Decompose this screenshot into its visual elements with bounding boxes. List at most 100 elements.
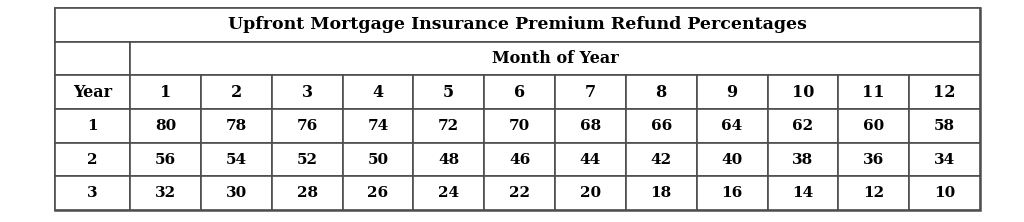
Bar xyxy=(201,109,271,143)
Text: 28: 28 xyxy=(297,186,317,200)
Text: 5: 5 xyxy=(443,84,455,101)
Bar xyxy=(130,109,201,143)
Bar xyxy=(484,143,555,176)
Bar xyxy=(696,75,768,109)
Bar xyxy=(414,75,484,109)
Bar xyxy=(626,143,696,176)
Bar xyxy=(414,109,484,143)
Bar xyxy=(342,176,414,210)
Bar xyxy=(555,176,626,210)
Text: 42: 42 xyxy=(650,153,672,166)
Text: 40: 40 xyxy=(722,153,742,166)
Bar xyxy=(55,143,130,176)
Bar xyxy=(839,143,909,176)
Text: 3: 3 xyxy=(302,84,312,101)
Bar xyxy=(696,143,768,176)
Text: 48: 48 xyxy=(438,153,460,166)
Bar xyxy=(201,176,271,210)
Bar xyxy=(271,176,342,210)
Text: 62: 62 xyxy=(793,119,813,133)
Text: 14: 14 xyxy=(793,186,813,200)
Text: 4: 4 xyxy=(373,84,383,101)
Bar xyxy=(555,109,626,143)
Text: 58: 58 xyxy=(934,119,955,133)
Text: 38: 38 xyxy=(793,153,813,166)
Text: 12: 12 xyxy=(933,84,955,101)
Bar xyxy=(55,176,130,210)
Bar xyxy=(626,176,696,210)
Bar xyxy=(484,75,555,109)
Bar xyxy=(414,176,484,210)
Text: 52: 52 xyxy=(297,153,317,166)
Text: 22: 22 xyxy=(509,186,530,200)
Bar xyxy=(768,176,839,210)
Text: 76: 76 xyxy=(297,119,317,133)
Text: 8: 8 xyxy=(655,84,667,101)
Bar xyxy=(768,109,839,143)
Text: Year: Year xyxy=(73,84,112,101)
Bar xyxy=(909,109,980,143)
Text: 11: 11 xyxy=(862,84,885,101)
Text: 1: 1 xyxy=(160,84,171,101)
Text: 50: 50 xyxy=(368,153,388,166)
Bar xyxy=(484,109,555,143)
Bar xyxy=(55,8,980,42)
Text: 30: 30 xyxy=(225,186,247,200)
Bar xyxy=(130,176,201,210)
Bar xyxy=(130,42,980,75)
Bar xyxy=(768,143,839,176)
Text: 26: 26 xyxy=(368,186,388,200)
Text: 18: 18 xyxy=(650,186,672,200)
Text: Upfront Mortgage Insurance Premium Refund Percentages: Upfront Mortgage Insurance Premium Refun… xyxy=(228,16,807,33)
Bar xyxy=(130,143,201,176)
Text: 68: 68 xyxy=(580,119,601,133)
Bar xyxy=(626,75,696,109)
Bar xyxy=(271,143,342,176)
Bar xyxy=(201,75,271,109)
Text: 72: 72 xyxy=(438,119,460,133)
Text: 10: 10 xyxy=(934,186,955,200)
Bar xyxy=(909,143,980,176)
Text: 6: 6 xyxy=(514,84,525,101)
Bar xyxy=(839,109,909,143)
Bar xyxy=(768,75,839,109)
Bar xyxy=(484,176,555,210)
Bar xyxy=(839,75,909,109)
Text: 9: 9 xyxy=(726,84,737,101)
Text: 80: 80 xyxy=(155,119,176,133)
Bar xyxy=(909,75,980,109)
Text: 34: 34 xyxy=(934,153,955,166)
Text: 2: 2 xyxy=(87,153,97,166)
Text: 60: 60 xyxy=(863,119,885,133)
Bar xyxy=(342,143,414,176)
Bar xyxy=(130,75,201,109)
Bar xyxy=(342,109,414,143)
Bar xyxy=(55,109,130,143)
Bar xyxy=(271,75,342,109)
Bar xyxy=(201,143,271,176)
Bar xyxy=(271,109,342,143)
Text: 70: 70 xyxy=(509,119,530,133)
Text: Month of Year: Month of Year xyxy=(492,50,618,67)
Text: 1: 1 xyxy=(87,119,98,133)
Bar xyxy=(696,176,768,210)
Text: 7: 7 xyxy=(585,84,596,101)
Text: 66: 66 xyxy=(650,119,672,133)
Bar xyxy=(55,42,130,75)
Text: 2: 2 xyxy=(230,84,242,101)
Text: 32: 32 xyxy=(155,186,176,200)
Text: 3: 3 xyxy=(87,186,98,200)
Text: 54: 54 xyxy=(225,153,247,166)
Bar xyxy=(626,109,696,143)
Text: 64: 64 xyxy=(722,119,742,133)
Text: 46: 46 xyxy=(509,153,530,166)
Text: 24: 24 xyxy=(438,186,460,200)
Text: 16: 16 xyxy=(722,186,742,200)
Text: 20: 20 xyxy=(580,186,601,200)
Text: 56: 56 xyxy=(155,153,176,166)
Bar xyxy=(696,109,768,143)
Bar xyxy=(55,75,130,109)
Bar xyxy=(555,75,626,109)
Text: 10: 10 xyxy=(792,84,814,101)
Bar xyxy=(414,143,484,176)
